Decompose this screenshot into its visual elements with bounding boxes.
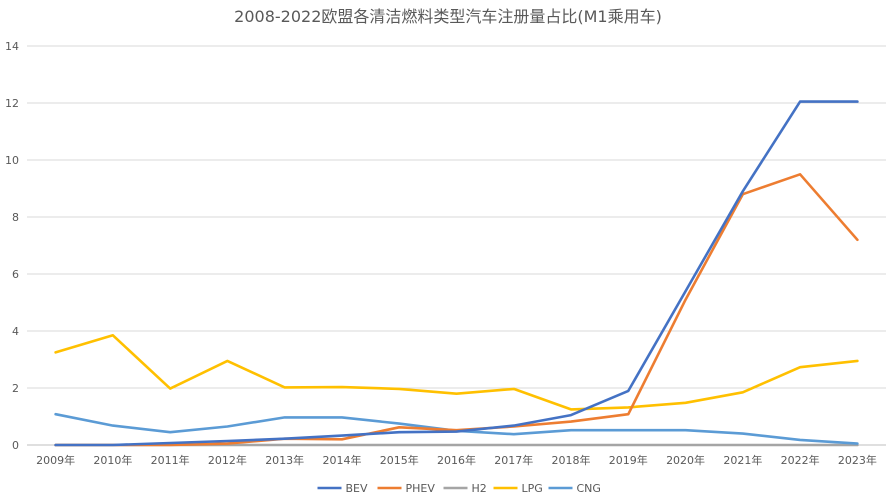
legend-label: H2	[472, 482, 487, 495]
chart-title: 2008-2022欧盟各清洁燃料类型汽车注册量占比(M1乘用车)	[234, 7, 662, 26]
x-tick-label: 2018年	[552, 453, 591, 467]
legend-label: LPG	[522, 482, 543, 495]
x-tick-label: 2011年	[151, 453, 190, 467]
y-tick-label: 14	[5, 40, 19, 53]
x-tick-label: 2017年	[494, 453, 533, 467]
series-line-lpg	[54, 333, 859, 411]
y-tick-label: 2	[12, 382, 19, 395]
y-tick-label: 12	[5, 97, 19, 110]
x-axis-ticks: 2009年 2010年 2011年 2012年 2013年 2014年 2015年 2016年…	[36, 453, 877, 467]
legend-label: PHEV	[406, 482, 436, 495]
series-lines	[54, 100, 859, 447]
x-tick-label: 2019年	[609, 453, 648, 467]
x-tick-label: 2022年	[781, 453, 820, 467]
legend-item-lpg: LPG	[493, 482, 543, 495]
x-tick-label: 2013年	[265, 453, 304, 467]
legend-label: BEV	[346, 482, 368, 495]
x-tick-label: 2014年	[322, 453, 361, 467]
x-tick-label: 2010年	[93, 453, 132, 467]
legend: BEV PHEV H2 LPG CNG	[317, 482, 601, 495]
y-tick-label: 6	[12, 268, 19, 281]
legend-item-bev: BEV	[317, 482, 368, 495]
legend-label: CNG	[577, 482, 601, 495]
legend-item-h2: H2	[443, 482, 487, 495]
x-tick-label: 2021年	[723, 453, 762, 467]
y-tick-label: 8	[12, 211, 19, 224]
x-tick-label: 2020年	[666, 453, 705, 467]
x-tick-label: 2023年	[838, 453, 877, 467]
y-tick-label: 4	[12, 325, 19, 338]
legend-item-cng: CNG	[548, 482, 601, 495]
x-tick-label: 2012年	[208, 453, 247, 467]
x-tick-label: 2009年	[36, 453, 75, 467]
series-line-phev	[54, 173, 859, 447]
x-tick-label: 2015年	[380, 453, 419, 467]
legend-item-phev: PHEV	[377, 482, 436, 495]
y-tick-label: 0	[12, 439, 19, 452]
x-tick-label: 2016年	[437, 453, 476, 467]
series-line-bev	[54, 100, 859, 447]
y-tick-label: 10	[5, 154, 19, 167]
y-axis-ticks: 0 2 4 6 8 10 12 14	[5, 40, 19, 452]
